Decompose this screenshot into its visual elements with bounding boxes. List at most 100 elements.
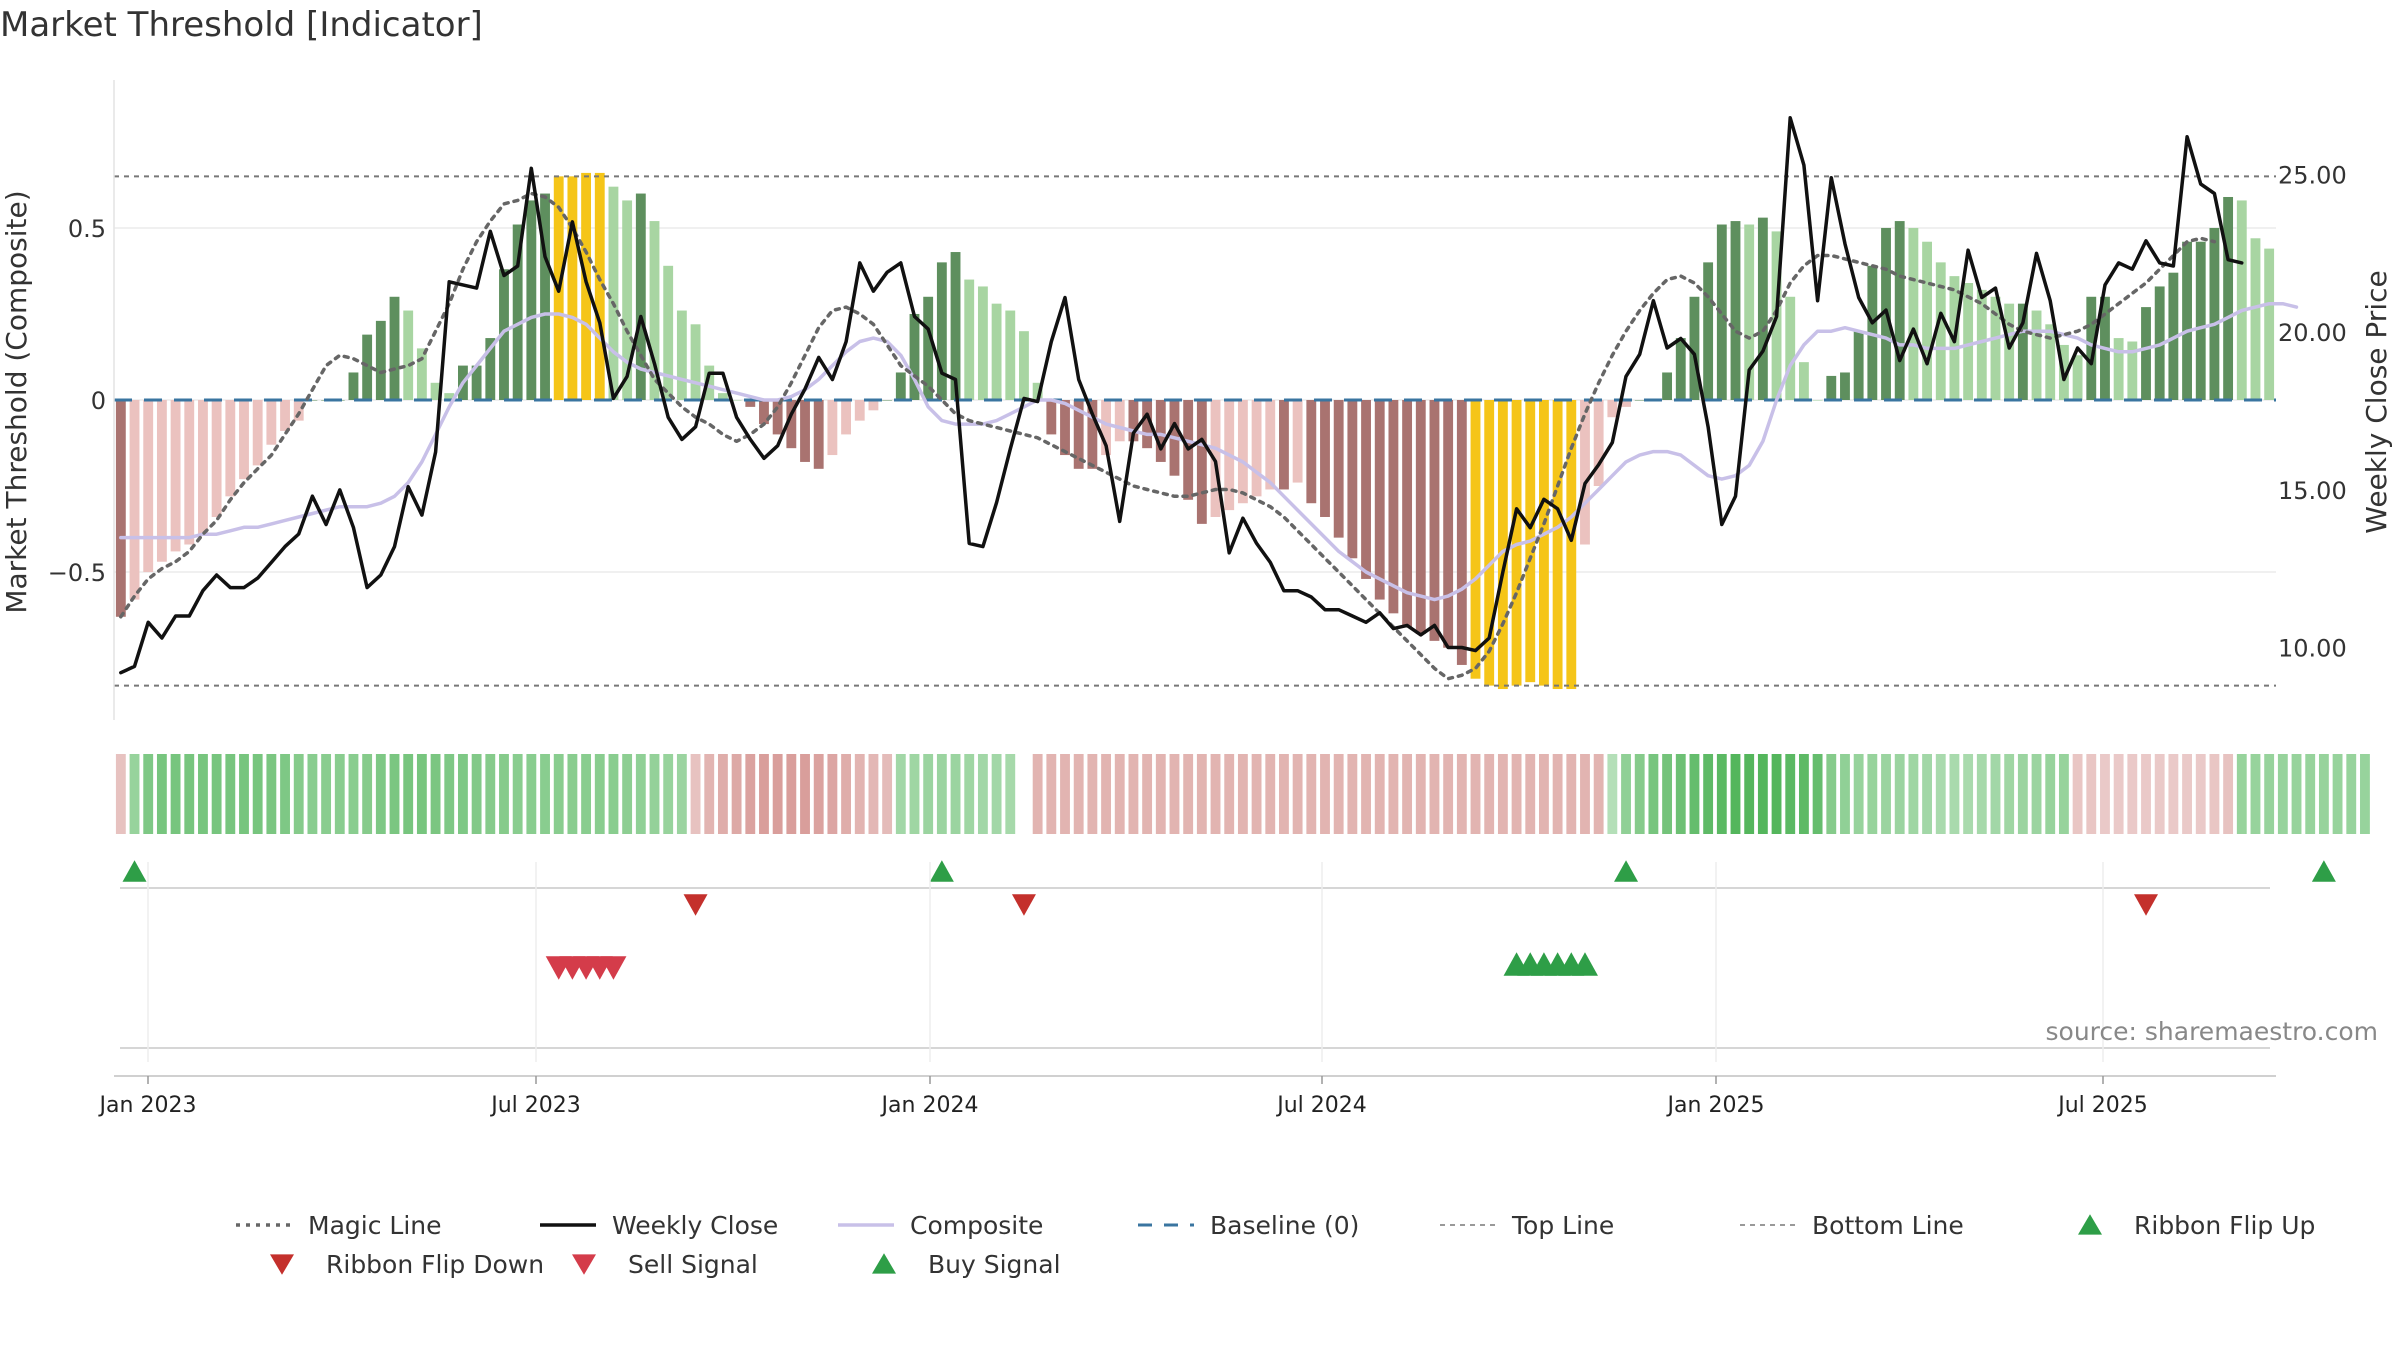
legend-label: Sell Signal bbox=[628, 1250, 758, 1279]
legend-label: Bottom Line bbox=[1812, 1211, 1964, 1240]
composite-bar bbox=[1703, 262, 1714, 400]
composite-bar bbox=[690, 324, 701, 400]
ribbon-cell bbox=[129, 754, 140, 834]
composite-bar bbox=[1976, 289, 1987, 400]
composite-bars bbox=[115, 172, 2275, 690]
composite-bar bbox=[1320, 400, 1330, 517]
ribbon-cell bbox=[1292, 754, 1303, 834]
composite-bar bbox=[1060, 400, 1070, 456]
ribbon-flip-up-marker bbox=[1614, 860, 1639, 882]
composite-bar bbox=[2209, 227, 2220, 400]
ribbon-cell bbox=[115, 754, 126, 834]
ribbon-cell bbox=[156, 754, 167, 834]
composite-bar bbox=[430, 382, 441, 400]
composite-bar bbox=[2113, 338, 2124, 400]
composite-bar bbox=[1019, 331, 1029, 400]
y-right-tick-label: 20.00 bbox=[2278, 319, 2347, 347]
ribbon-cell bbox=[1361, 754, 1371, 834]
ribbon-cell bbox=[458, 754, 468, 834]
ribbon-cell bbox=[772, 754, 783, 834]
ribbon-cell bbox=[1101, 754, 1111, 834]
ribbon-cell bbox=[499, 754, 509, 834]
ribbon-cell bbox=[567, 754, 578, 834]
composite-bar bbox=[2072, 355, 2083, 400]
ribbon-cell bbox=[1443, 754, 1454, 834]
signal-markers bbox=[114, 860, 2336, 1077]
ribbon-cell bbox=[1730, 754, 1741, 834]
ribbon-cell bbox=[1689, 754, 1700, 834]
ribbon-cell bbox=[1525, 754, 1536, 834]
composite-bar bbox=[2045, 324, 2056, 400]
ribbon-cell bbox=[1703, 754, 1714, 834]
magic-line bbox=[119, 191, 2217, 681]
ribbon-cell bbox=[1949, 754, 1960, 834]
ribbon-cell bbox=[307, 754, 318, 834]
composite-bar bbox=[1922, 241, 1932, 400]
ribbon-cell bbox=[2318, 754, 2329, 834]
ribbon-cell bbox=[663, 754, 674, 834]
ribbon-cell bbox=[731, 754, 742, 834]
ribbon-cell bbox=[704, 754, 715, 834]
composite-bar bbox=[211, 400, 222, 517]
ribbon-cell bbox=[635, 754, 646, 834]
composite-bar bbox=[156, 400, 167, 562]
composite-bar bbox=[1730, 221, 1741, 400]
ribbon-cell bbox=[280, 754, 290, 834]
composite-bar bbox=[225, 400, 236, 497]
ribbon-cell bbox=[2277, 754, 2288, 834]
composite-bar bbox=[1963, 283, 1974, 400]
ribbon-cell bbox=[2168, 754, 2179, 834]
ribbon-cell bbox=[2100, 754, 2110, 834]
composite-bar bbox=[1675, 338, 1686, 400]
composite-bar bbox=[786, 400, 797, 449]
ribbon-cell bbox=[471, 754, 482, 834]
ribbon-cell bbox=[444, 754, 455, 834]
x-tick-label: Jul 2025 bbox=[2056, 1093, 2148, 1118]
ribbon-cell bbox=[512, 754, 523, 834]
ribbon-cell bbox=[1484, 754, 1495, 834]
legend-label: Magic Line bbox=[308, 1211, 442, 1240]
composite-bar bbox=[1032, 382, 1043, 400]
composite-bar bbox=[1361, 400, 1371, 579]
ribbon-cell bbox=[375, 754, 386, 834]
ribbon-cell bbox=[2072, 754, 2083, 834]
y-left-tick-label: 0.5 bbox=[68, 215, 106, 243]
ribbon-cell bbox=[2141, 754, 2151, 834]
ribbon-cell bbox=[1060, 754, 1070, 834]
composite-bar bbox=[1388, 400, 1399, 614]
composite-bar bbox=[868, 400, 879, 411]
composite-bar bbox=[1689, 296, 1700, 400]
composite-bar bbox=[2264, 248, 2275, 400]
composite-bar bbox=[2127, 341, 2138, 400]
y-axis-left-label: Market Threshold (Composite) bbox=[0, 190, 33, 613]
ribbon-cell bbox=[2250, 754, 2261, 834]
ribbon-cell bbox=[2004, 754, 2015, 834]
ribbon-cell bbox=[540, 754, 550, 834]
ribbon-cell bbox=[1415, 754, 1426, 834]
ribbon-cell bbox=[485, 754, 496, 834]
legend-label: Buy Signal bbox=[928, 1250, 1061, 1279]
legend-swatch bbox=[872, 1253, 896, 1274]
legend-item: Composite bbox=[838, 1211, 1043, 1240]
composite-bar bbox=[676, 310, 687, 400]
composite-bar bbox=[239, 400, 249, 480]
chart-title: Market Threshold [Indicator] bbox=[0, 5, 483, 45]
ribbon-cell bbox=[1333, 754, 1344, 834]
ribbon-cell bbox=[1210, 754, 1221, 834]
ribbon-cell bbox=[923, 754, 934, 834]
composite-bar bbox=[827, 400, 838, 456]
ribbon-cell bbox=[1114, 754, 1125, 834]
ribbon-cell bbox=[1429, 754, 1440, 834]
ribbon-cell bbox=[553, 754, 564, 834]
composite-bar bbox=[1853, 331, 1864, 400]
ribbon-cell bbox=[676, 754, 687, 834]
legend-item: Bottom Line bbox=[1740, 1211, 1964, 1240]
composite-bar bbox=[1155, 400, 1166, 462]
ribbon-cell bbox=[854, 754, 865, 834]
ribbon-cell bbox=[1087, 754, 1098, 834]
ribbon-cell bbox=[1155, 754, 1166, 834]
composite-bar bbox=[1552, 400, 1563, 690]
ribbon-cell bbox=[293, 754, 304, 834]
composite-bar bbox=[1566, 400, 1577, 690]
composite-bar bbox=[252, 400, 263, 466]
